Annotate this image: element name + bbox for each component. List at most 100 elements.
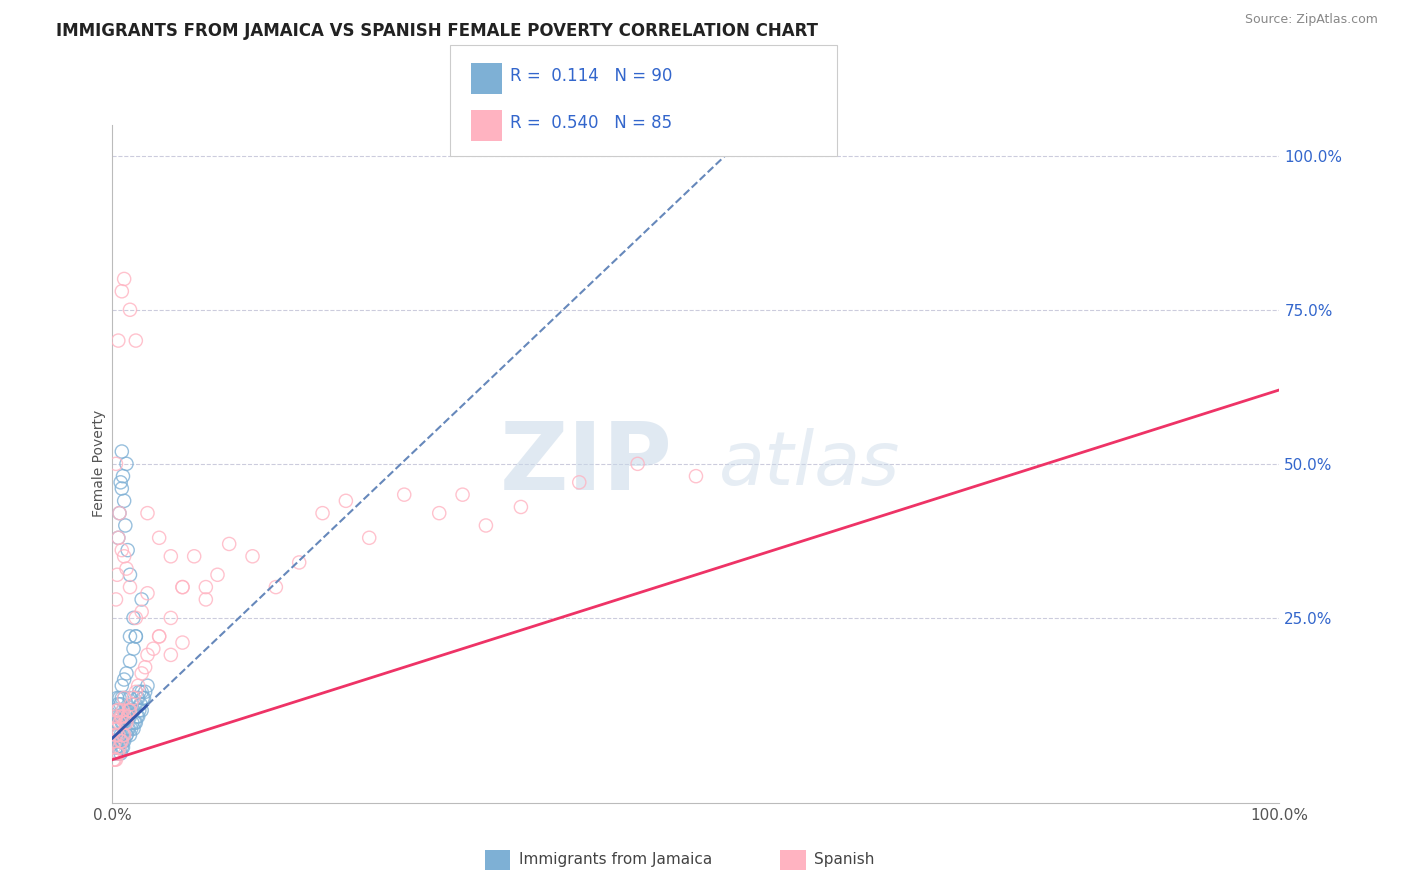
Point [111,728,134,742]
Point [105,709,128,723]
Point [108,740,131,755]
Point [112,728,135,742]
Point [110,734,132,748]
Point [627,457,650,471]
Point [105,567,128,582]
Point [104,457,127,471]
Point [105,747,128,761]
Point [128,685,150,699]
Point [107,531,129,545]
Point [124,715,146,730]
Point [148,531,170,545]
Point [111,734,134,748]
Text: ZIP: ZIP [499,417,672,510]
Point [160,549,183,564]
Point [218,537,240,551]
Point [110,697,132,711]
Point [117,703,139,717]
Point [568,475,591,490]
Point [105,703,128,717]
Point [108,734,131,748]
Point [118,703,141,717]
Point [110,709,132,723]
Point [110,475,132,490]
Point [104,592,127,607]
Point [115,715,138,730]
Point [111,734,134,748]
Point [105,722,128,736]
Point [105,691,128,706]
Point [148,629,170,643]
Point [104,715,127,730]
Point [112,734,135,748]
Point [107,703,129,717]
Point [105,740,128,755]
Point [103,740,125,755]
Point [103,753,125,767]
Point [110,728,132,742]
Point [134,660,156,674]
Point [103,722,125,736]
Point [111,543,134,558]
Point [125,697,148,711]
Point [115,728,138,742]
Point [107,728,129,742]
Point [136,506,159,520]
Text: Immigrants from Jamaica: Immigrants from Jamaica [519,853,711,867]
Point [112,673,135,687]
Point [112,709,135,723]
Point [427,506,450,520]
Point [111,734,134,748]
Point [207,567,229,582]
Point [103,728,125,742]
Point [118,728,141,742]
Point [160,648,183,662]
Text: Source: ZipAtlas.com: Source: ZipAtlas.com [1244,13,1378,27]
Point [122,703,145,717]
Point [105,734,128,748]
Point [136,679,159,693]
Point [136,586,159,600]
Text: Spanish: Spanish [814,853,875,867]
Point [118,654,141,668]
Point [117,709,139,723]
Point [111,703,134,717]
Point [311,506,333,520]
Point [111,715,134,730]
Point [335,493,357,508]
Point [183,549,205,564]
Point [104,703,127,717]
Point [132,691,155,706]
Point [114,715,136,730]
Point [112,549,135,564]
Point [112,728,135,742]
Point [194,580,217,594]
Point [111,679,134,693]
Point [131,666,153,681]
Point [118,567,141,582]
Point [118,691,141,706]
Point [111,691,134,706]
Point [148,629,170,643]
Point [288,556,311,570]
Point [172,635,194,649]
Point [131,703,153,717]
Point [112,272,135,286]
Point [121,703,143,717]
Point [112,691,135,706]
Point [104,753,127,767]
Point [112,691,135,706]
Text: IMMIGRANTS FROM JAMAICA VS SPANISH FEMALE POVERTY CORRELATION CHART: IMMIGRANTS FROM JAMAICA VS SPANISH FEMAL… [56,22,818,40]
Point [104,753,127,767]
Point [104,734,127,748]
Point [107,715,129,730]
Point [111,482,134,496]
Point [111,285,134,299]
Point [131,605,153,619]
Point [107,697,129,711]
Text: R =  0.540   N = 85: R = 0.540 N = 85 [510,114,672,132]
Point [115,666,138,681]
Point [121,715,143,730]
Point [172,580,194,594]
Point [475,518,498,533]
